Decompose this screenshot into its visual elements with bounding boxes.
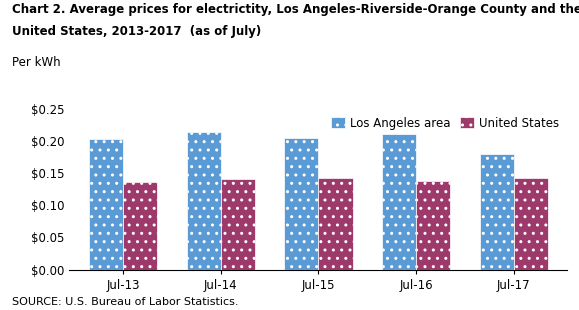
Text: United States, 2013-2017  (as of July): United States, 2013-2017 (as of July) [12,25,261,38]
Bar [514,178,548,270]
Text: Chart 2. Average prices for electrictity, Los Angeles-Riverside-Orange County an: Chart 2. Average prices for electrictity… [12,3,579,16]
Bar [318,178,353,270]
Text: Per kWh: Per kWh [12,56,60,69]
Bar [186,132,221,270]
Text: SOURCE: U.S. Bureau of Labor Statistics.: SOURCE: U.S. Bureau of Labor Statistics. [12,297,238,307]
Bar [284,138,318,270]
Bar [123,182,157,270]
Bar [382,134,416,270]
Legend: Los Angeles area, United States: Los Angeles area, United States [329,114,562,132]
Bar [221,179,255,270]
Bar [89,140,123,270]
Bar [479,154,514,270]
Bar [416,181,450,270]
